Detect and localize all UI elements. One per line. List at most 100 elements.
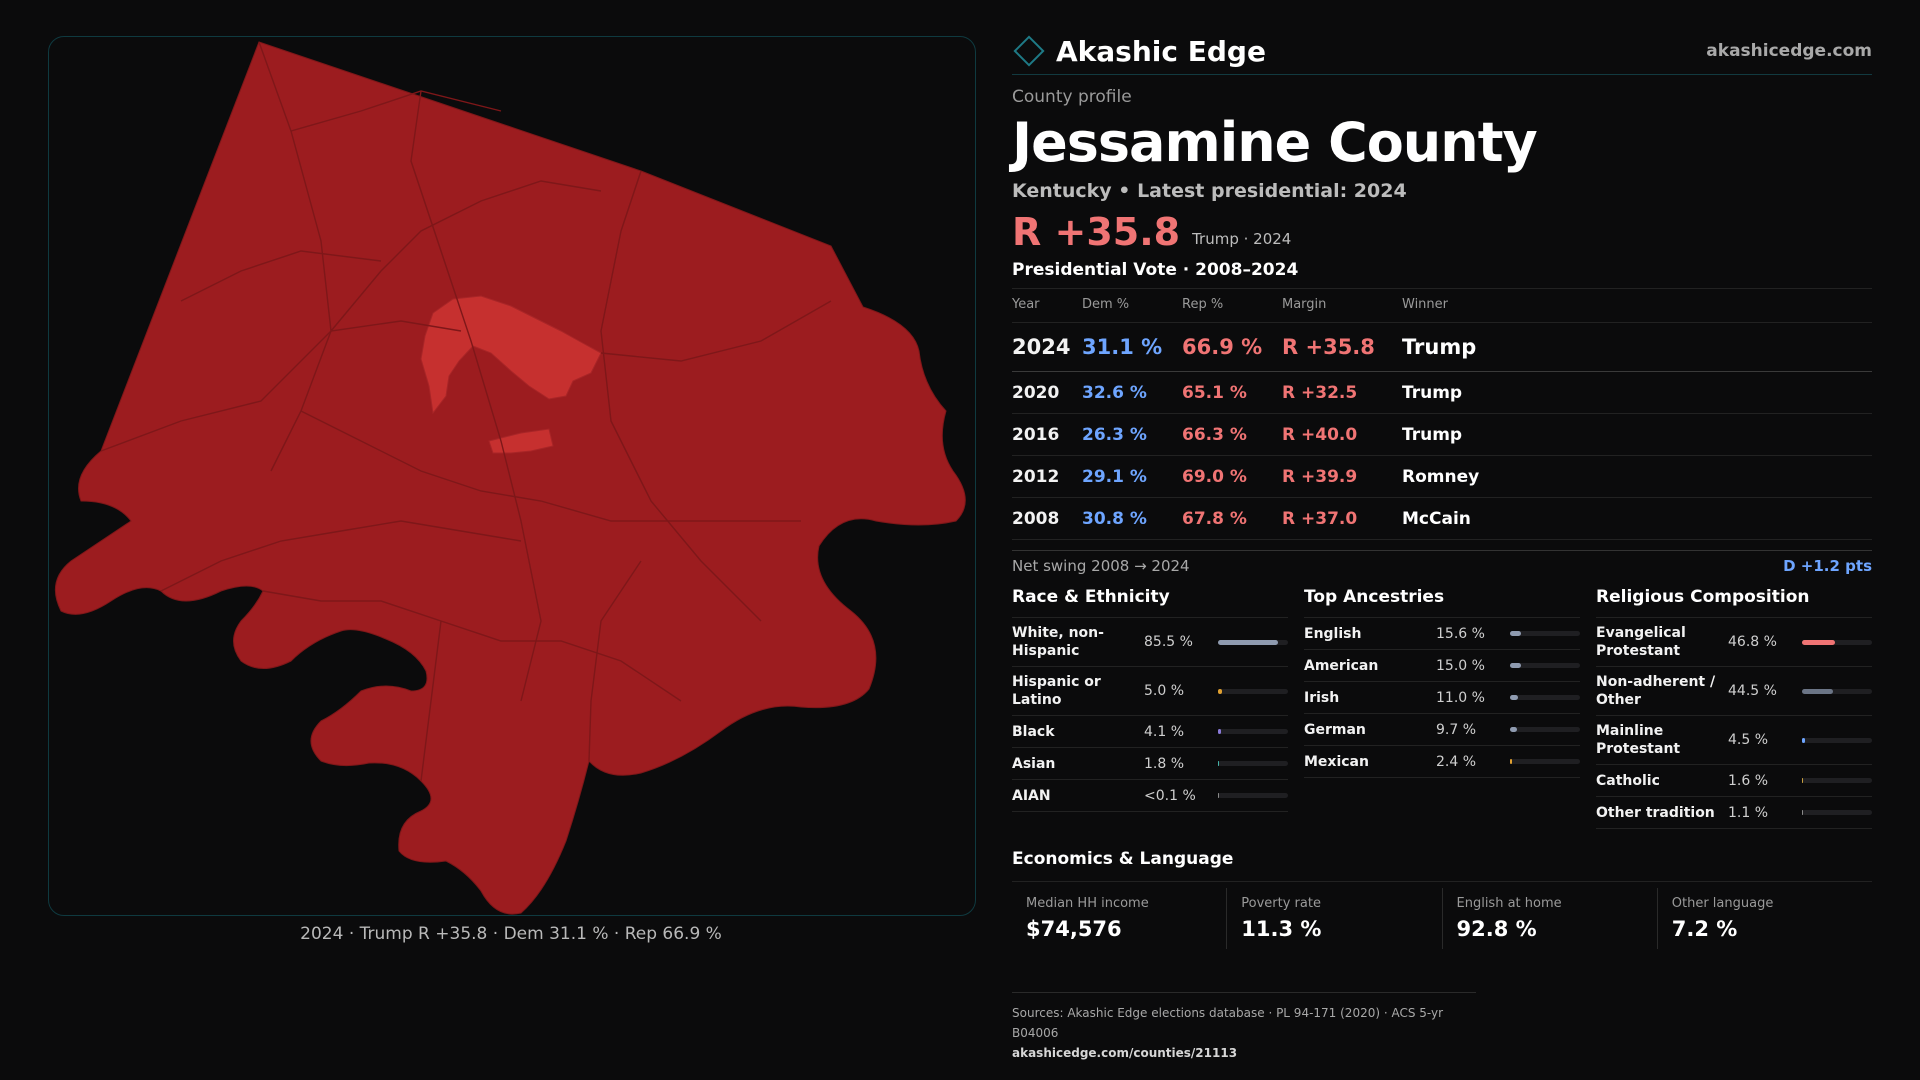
item-bar — [1802, 778, 1804, 783]
stat-other-language: Other language 7.2 % — [1656, 888, 1872, 949]
headline-margin: R +35.8 Trump · 2024 — [1012, 210, 1872, 254]
cell-rep: 65.1 % — [1182, 371, 1282, 414]
list-item[interactable]: German 9.7 % — [1304, 714, 1580, 746]
item-bar — [1802, 688, 1834, 694]
table-row[interactable]: 2020 32.6 % 65.1 % R +32.5 Trump — [1012, 371, 1872, 414]
list-item[interactable]: Black 4.1 % — [1012, 716, 1288, 748]
cell-dem: 30.8 % — [1082, 497, 1182, 540]
cell-margin: R +35.8 — [1282, 322, 1402, 372]
list-item[interactable]: Other tradition 1.1 % — [1596, 797, 1872, 829]
list-item[interactable]: Non-adherent / Other 44.5 % — [1596, 667, 1872, 716]
list-item[interactable]: Catholic 1.6 % — [1596, 765, 1872, 797]
item-percent: 11.0 % — [1436, 689, 1485, 706]
item-label: English — [1304, 625, 1362, 642]
item-bar-track — [1802, 688, 1872, 694]
cell-dem: 26.3 % — [1082, 413, 1182, 456]
stat-value: 11.3 % — [1241, 917, 1322, 941]
list-item[interactable]: English 15.6 % — [1304, 618, 1580, 650]
item-bar — [1218, 761, 1220, 766]
list-item[interactable]: Hispanic or Latino 5.0 % — [1012, 667, 1288, 716]
cell-year: 2024 — [1012, 322, 1082, 372]
item-bar — [1510, 759, 1512, 764]
item-label: Non-adherent / Other — [1596, 674, 1716, 708]
vote-section-title: Presidential Vote · 2008–2024 — [1012, 260, 1872, 289]
cell-margin: R +37.0 — [1282, 497, 1402, 540]
cell-rep: 69.0 % — [1182, 455, 1282, 498]
cell-margin: R +40.0 — [1282, 413, 1402, 456]
col-year: Year — [1012, 289, 1082, 323]
county-map[interactable] — [48, 36, 976, 916]
cell-winner: McCain — [1402, 497, 1872, 540]
cell-dem: 32.6 % — [1082, 371, 1182, 414]
list-item[interactable]: Mainline Protestant 4.5 % — [1596, 716, 1872, 765]
table-row[interactable]: 2012 29.1 % 69.0 % R +39.9 Romney — [1012, 455, 1872, 498]
list-item[interactable]: AIAN <0.1 % — [1012, 780, 1288, 812]
race-ethnicity-section: Race & Ethnicity White, non-Hispanic 85.5… — [1012, 587, 1288, 829]
economics-title: Economics & Language — [1012, 849, 1872, 882]
cell-year: 2020 — [1012, 371, 1082, 414]
list-item[interactable]: American 15.0 % — [1304, 650, 1580, 682]
item-bar — [1218, 688, 1222, 694]
ancestry-list: English 15.6 % American 15.0 % Irish 11.0 % Ge… — [1304, 618, 1580, 778]
cell-dem: 29.1 % — [1082, 455, 1182, 498]
item-percent: 9.7 % — [1436, 721, 1477, 738]
item-bar-track — [1802, 810, 1872, 815]
cell-dem: 31.1 % — [1082, 322, 1182, 372]
economics-stats: Median HH income $74,576 Poverty rate 11… — [1012, 888, 1872, 949]
item-bar-track — [1218, 729, 1288, 734]
religion-title: Religious Composition — [1596, 587, 1872, 618]
religion-section: Religious Composition Evangelical Protes… — [1596, 587, 1872, 829]
table-row[interactable]: 2016 26.3 % 66.3 % R +40.0 Trump — [1012, 413, 1872, 456]
list-item[interactable]: White, non-Hispanic 85.5 % — [1012, 618, 1288, 667]
cell-year: 2016 — [1012, 413, 1082, 456]
cell-winner: Trump — [1402, 322, 1872, 372]
stat-english-at-home: English at home 92.8 % — [1441, 888, 1657, 949]
stat-value: $74,576 — [1026, 917, 1122, 941]
col-margin: Margin — [1282, 289, 1402, 323]
list-item[interactable]: Evangelical Protestant 46.8 % — [1596, 618, 1872, 667]
cell-margin: R +39.9 — [1282, 455, 1402, 498]
item-percent: 46.8 % — [1728, 634, 1777, 650]
list-item[interactable]: Asian 1.8 % — [1012, 748, 1288, 780]
item-label: American — [1304, 657, 1379, 674]
item-percent: 1.1 % — [1728, 804, 1769, 821]
vote-table-header: Year Dem % Rep % Margin Winner — [1012, 289, 1872, 323]
brand[interactable]: Akashic Edge — [1012, 35, 1266, 68]
sources-text: Sources: Akashic Edge elections database… — [1012, 1006, 1444, 1040]
map-caption: 2024 · Trump R +35.8 · Dem 31.1 % · Rep … — [300, 924, 722, 944]
item-label: Asian — [1012, 755, 1056, 772]
item-bar-track — [1218, 761, 1288, 766]
stat-label: Median HH income — [1026, 896, 1149, 911]
item-bar-track — [1510, 695, 1580, 700]
item-bar-track — [1218, 639, 1288, 645]
stat-label: Other language — [1671, 896, 1774, 911]
swing-label: Net swing 2008 → 2024 — [1012, 557, 1190, 575]
sources-url[interactable]: akashicedge.com/counties/21113 — [1012, 1046, 1238, 1060]
item-bar-track — [1218, 688, 1288, 694]
county-map-svg — [54, 41, 966, 915]
item-bar — [1510, 663, 1521, 668]
net-swing: Net swing 2008 → 2024 D +1.2 pts — [1012, 550, 1872, 575]
stat-value: 7.2 % — [1671, 917, 1738, 941]
stat-value: 92.8 % — [1456, 917, 1537, 941]
item-percent: 1.6 % — [1728, 772, 1769, 789]
urban-area-south[interactable] — [488, 428, 554, 454]
item-bar-track — [1510, 759, 1580, 764]
stat-label: Poverty rate — [1241, 896, 1321, 911]
brand-name: Akashic Edge — [1056, 34, 1266, 68]
table-row[interactable]: 2008 30.8 % 67.8 % R +37.0 McCain — [1012, 497, 1872, 540]
item-label: German — [1304, 721, 1366, 738]
item-label: White, non-Hispanic — [1012, 625, 1104, 659]
cell-rep: 66.9 % — [1182, 322, 1282, 372]
item-percent: 85.5 % — [1144, 634, 1193, 650]
item-label: Mainline Protestant — [1596, 723, 1681, 757]
cell-winner: Trump — [1402, 413, 1872, 456]
cell-margin: R +32.5 — [1282, 371, 1402, 414]
list-item[interactable]: Mexican 2.4 % — [1304, 746, 1580, 778]
item-percent: 1.8 % — [1144, 755, 1185, 772]
item-percent: <0.1 % — [1144, 787, 1196, 804]
ancestry-title: Top Ancestries — [1304, 587, 1580, 618]
list-item[interactable]: Irish 11.0 % — [1304, 682, 1580, 714]
table-row[interactable]: 2024 31.1 % 66.9 % R +35.8 Trump — [1012, 322, 1872, 372]
site-link[interactable]: akashicedge.com — [1706, 41, 1872, 61]
